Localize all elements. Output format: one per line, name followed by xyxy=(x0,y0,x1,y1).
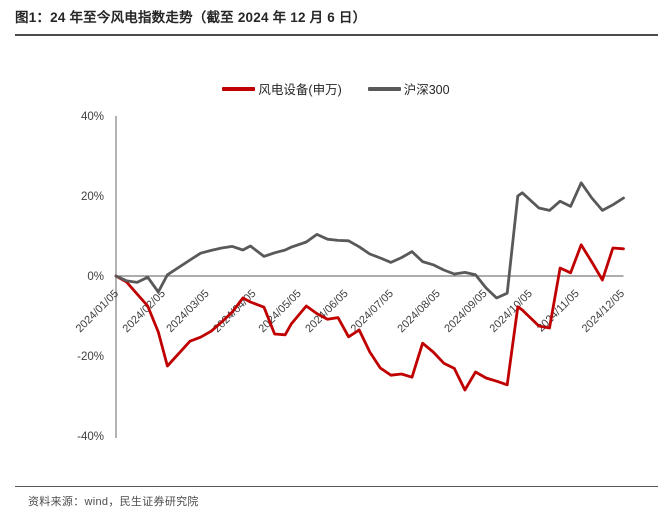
x-tick-label: 2024/04/05 xyxy=(211,288,258,335)
y-tick-label: 20% xyxy=(81,191,104,203)
figure-header: 图1：24 年至今风电指数走势（截至 2024 年 12 月 6 日） xyxy=(15,8,658,36)
wind-series-line xyxy=(114,243,625,392)
legend-swatch-hs300-icon xyxy=(367,86,401,91)
legend-label-hs300: 沪深300 xyxy=(403,83,450,97)
legend-item-wind: 风电设备(申万) xyxy=(222,79,342,98)
x-tick-label: 2024/02/05 xyxy=(121,288,168,335)
x-tick-label: 2024/09/05 xyxy=(442,288,489,335)
x-tick-label: 2024/12/05 xyxy=(580,288,627,335)
x-tick-label: 2024/07/05 xyxy=(349,288,396,335)
y-tick-label: 0% xyxy=(87,271,104,283)
x-tick-label: 2024/03/05 xyxy=(164,288,211,335)
y-tick-label: -40% xyxy=(77,431,104,443)
y-tick-label: 40% xyxy=(81,111,104,123)
hs300-series-line xyxy=(114,181,625,300)
x-tick-label: 2024/05/05 xyxy=(256,288,303,335)
source-note: 资料来源：wind，民生证券研究院 xyxy=(28,496,199,508)
y-tick-label: -20% xyxy=(77,351,104,363)
footer-divider xyxy=(15,486,658,487)
x-tick-label: 2024/01/05 xyxy=(74,288,121,335)
legend-item-hs300: 沪深300 xyxy=(367,79,450,98)
figure-title: 图1：24 年至今风电指数走势（截至 2024 年 12 月 6 日） xyxy=(15,10,367,25)
x-tick-label: 2024/08/05 xyxy=(395,288,442,335)
legend-swatch-wind-icon xyxy=(222,86,256,91)
legend-label-wind: 风电设备(申万) xyxy=(258,83,342,97)
chart-legend: 风电设备(申万) 沪深300 xyxy=(0,79,672,98)
